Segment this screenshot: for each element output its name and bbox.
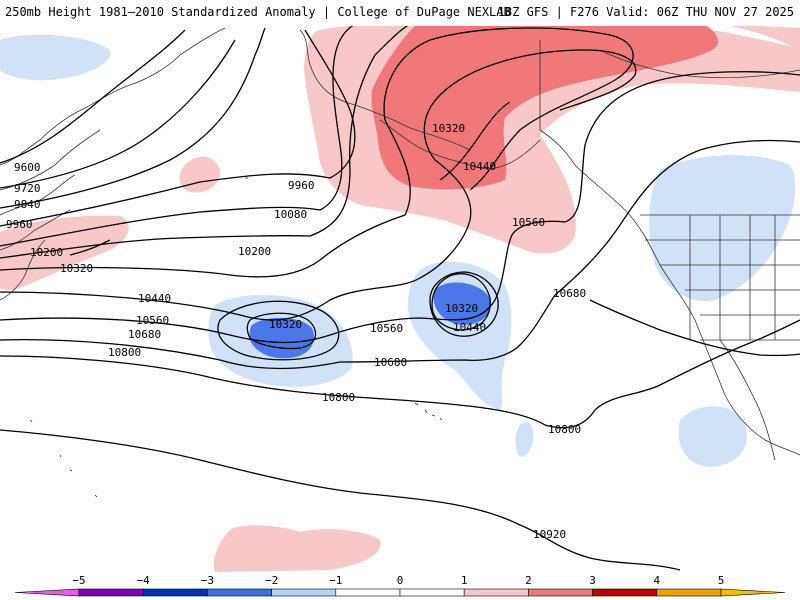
colorbar-segment: [335, 588, 401, 597]
contour-9600: [0, 29, 186, 164]
anomaly-shading: [0, 26, 800, 572]
contour-10200-loop: [69, 239, 111, 256]
contour-10320-main: [0, 27, 634, 278]
contour-label: 10560: [136, 314, 169, 327]
contour-label: 10800: [548, 423, 581, 436]
contour-10800-upper: [589, 299, 800, 357]
pos-anomaly-area: [213, 525, 381, 572]
colorbar-tick-label: 4: [653, 574, 660, 587]
colorbar-segment: [399, 588, 465, 597]
contour-10320-west-loop: [246, 312, 317, 350]
islands: [29, 177, 443, 498]
contour-label: 10440: [463, 160, 496, 173]
contour-label: 10800: [322, 391, 355, 404]
colorbar-tick-label: 0: [397, 574, 404, 587]
neg-anomaly-area: [678, 406, 747, 467]
contour-label: 10680: [553, 287, 586, 300]
contour-label: 10800: [108, 346, 141, 359]
contour-label: 10680: [374, 356, 407, 369]
colorbar-segment: [207, 588, 272, 597]
contour-label: 10320: [269, 318, 302, 331]
contour-10560-main: [0, 71, 800, 344]
contour-10440-main: [0, 49, 637, 321]
contour-label: 9840: [14, 198, 41, 211]
colorbar-tick-label: 3: [589, 574, 596, 587]
contour-label: 10200: [238, 245, 271, 258]
colorbar-bar: [14, 588, 786, 597]
pos-anomaly-area: [179, 156, 221, 193]
pos-anomaly-area: [0, 215, 129, 291]
model-run-info: 18Z GFS | F276 Valid: 06Z THU NOV 27 202…: [497, 5, 794, 19]
colorbar-segment: [720, 588, 786, 597]
colorbar-segment: [271, 588, 337, 597]
contour-label: 10320: [445, 302, 478, 315]
header-bar: 250mb Height 1981–2010 Standardized Anom…: [0, 0, 800, 26]
map-title: 250mb Height 1981–2010 Standardized Anom…: [5, 5, 511, 19]
contour-label: 10320: [432, 122, 465, 135]
contour-9720: [0, 39, 236, 189]
contour-label: 10560: [512, 216, 545, 229]
contour-10800-main: [0, 319, 800, 429]
contour-label: 10560: [370, 322, 403, 335]
contour-label: 10920: [533, 528, 566, 541]
colorbar-tick-label: −1: [329, 574, 342, 587]
colorbar-tick-label: −4: [137, 574, 151, 587]
contour-10440-west-loop: [217, 300, 340, 361]
contour-10080: [0, 26, 354, 247]
contour-label: 9960: [6, 218, 33, 231]
height-contours: [0, 26, 800, 571]
pos-anomaly-area: [730, 26, 800, 50]
contour-label: 10440: [138, 292, 171, 305]
colorbar-tick-label: −2: [265, 574, 278, 587]
colorbar-tick-label: −3: [201, 574, 214, 587]
contour-10920: [0, 429, 681, 571]
colorbar-segment: [14, 588, 80, 597]
colorbar-tick-label: −5: [72, 574, 85, 587]
contour-10680-main: [0, 139, 800, 370]
contour-10440-east-loop: [429, 271, 499, 337]
contour-10320-loop: [439, 101, 511, 181]
contour-10200: [0, 26, 409, 259]
colorbar-segment: [656, 588, 722, 597]
neg-anomaly-area: [649, 155, 796, 301]
contour-9840: [0, 27, 266, 209]
contour-9960: [0, 29, 356, 227]
anomaly-map: 9600 9720 9840 9960 9960 10080 10200 102…: [0, 26, 800, 572]
neg-anomaly-area: [0, 34, 111, 81]
contour-10560-lowloop: [431, 273, 491, 331]
contour-labels: 9600 9720 9840 9960 9960 10080 10200 102…: [6, 122, 586, 541]
contour-label: 10200: [30, 246, 63, 259]
colorbar-segment: [592, 588, 658, 597]
neg-anomaly-area: [515, 422, 534, 457]
anomaly-colorbar: −5 −4 −3 −2 −1 0 1 2 3 4 5: [0, 572, 800, 600]
colorbar-tick-label: 1: [461, 574, 468, 587]
colorbar-segment: [463, 588, 529, 597]
colorbar-ticks: −5 −4 −3 −2 −1 0 1 2 3 4 5: [72, 574, 724, 587]
pos-anomaly-core: [371, 26, 718, 190]
contour-label: 10440: [453, 321, 486, 334]
colorbar-segment: [78, 588, 144, 597]
contour-label: 9600: [14, 161, 41, 174]
contour-label: 9720: [14, 182, 41, 195]
colorbar-segment: [528, 588, 593, 597]
colorbar-segment: [142, 588, 208, 597]
contour-label: 9960: [288, 179, 315, 192]
neg-anomaly-core: [433, 282, 491, 325]
colorbar-tick-label: 5: [718, 574, 725, 587]
colorbar-tick-label: 2: [525, 574, 532, 587]
contour-label: 10080: [274, 208, 307, 221]
contour-label: 10320: [60, 262, 93, 275]
contour-label: 10680: [128, 328, 161, 341]
